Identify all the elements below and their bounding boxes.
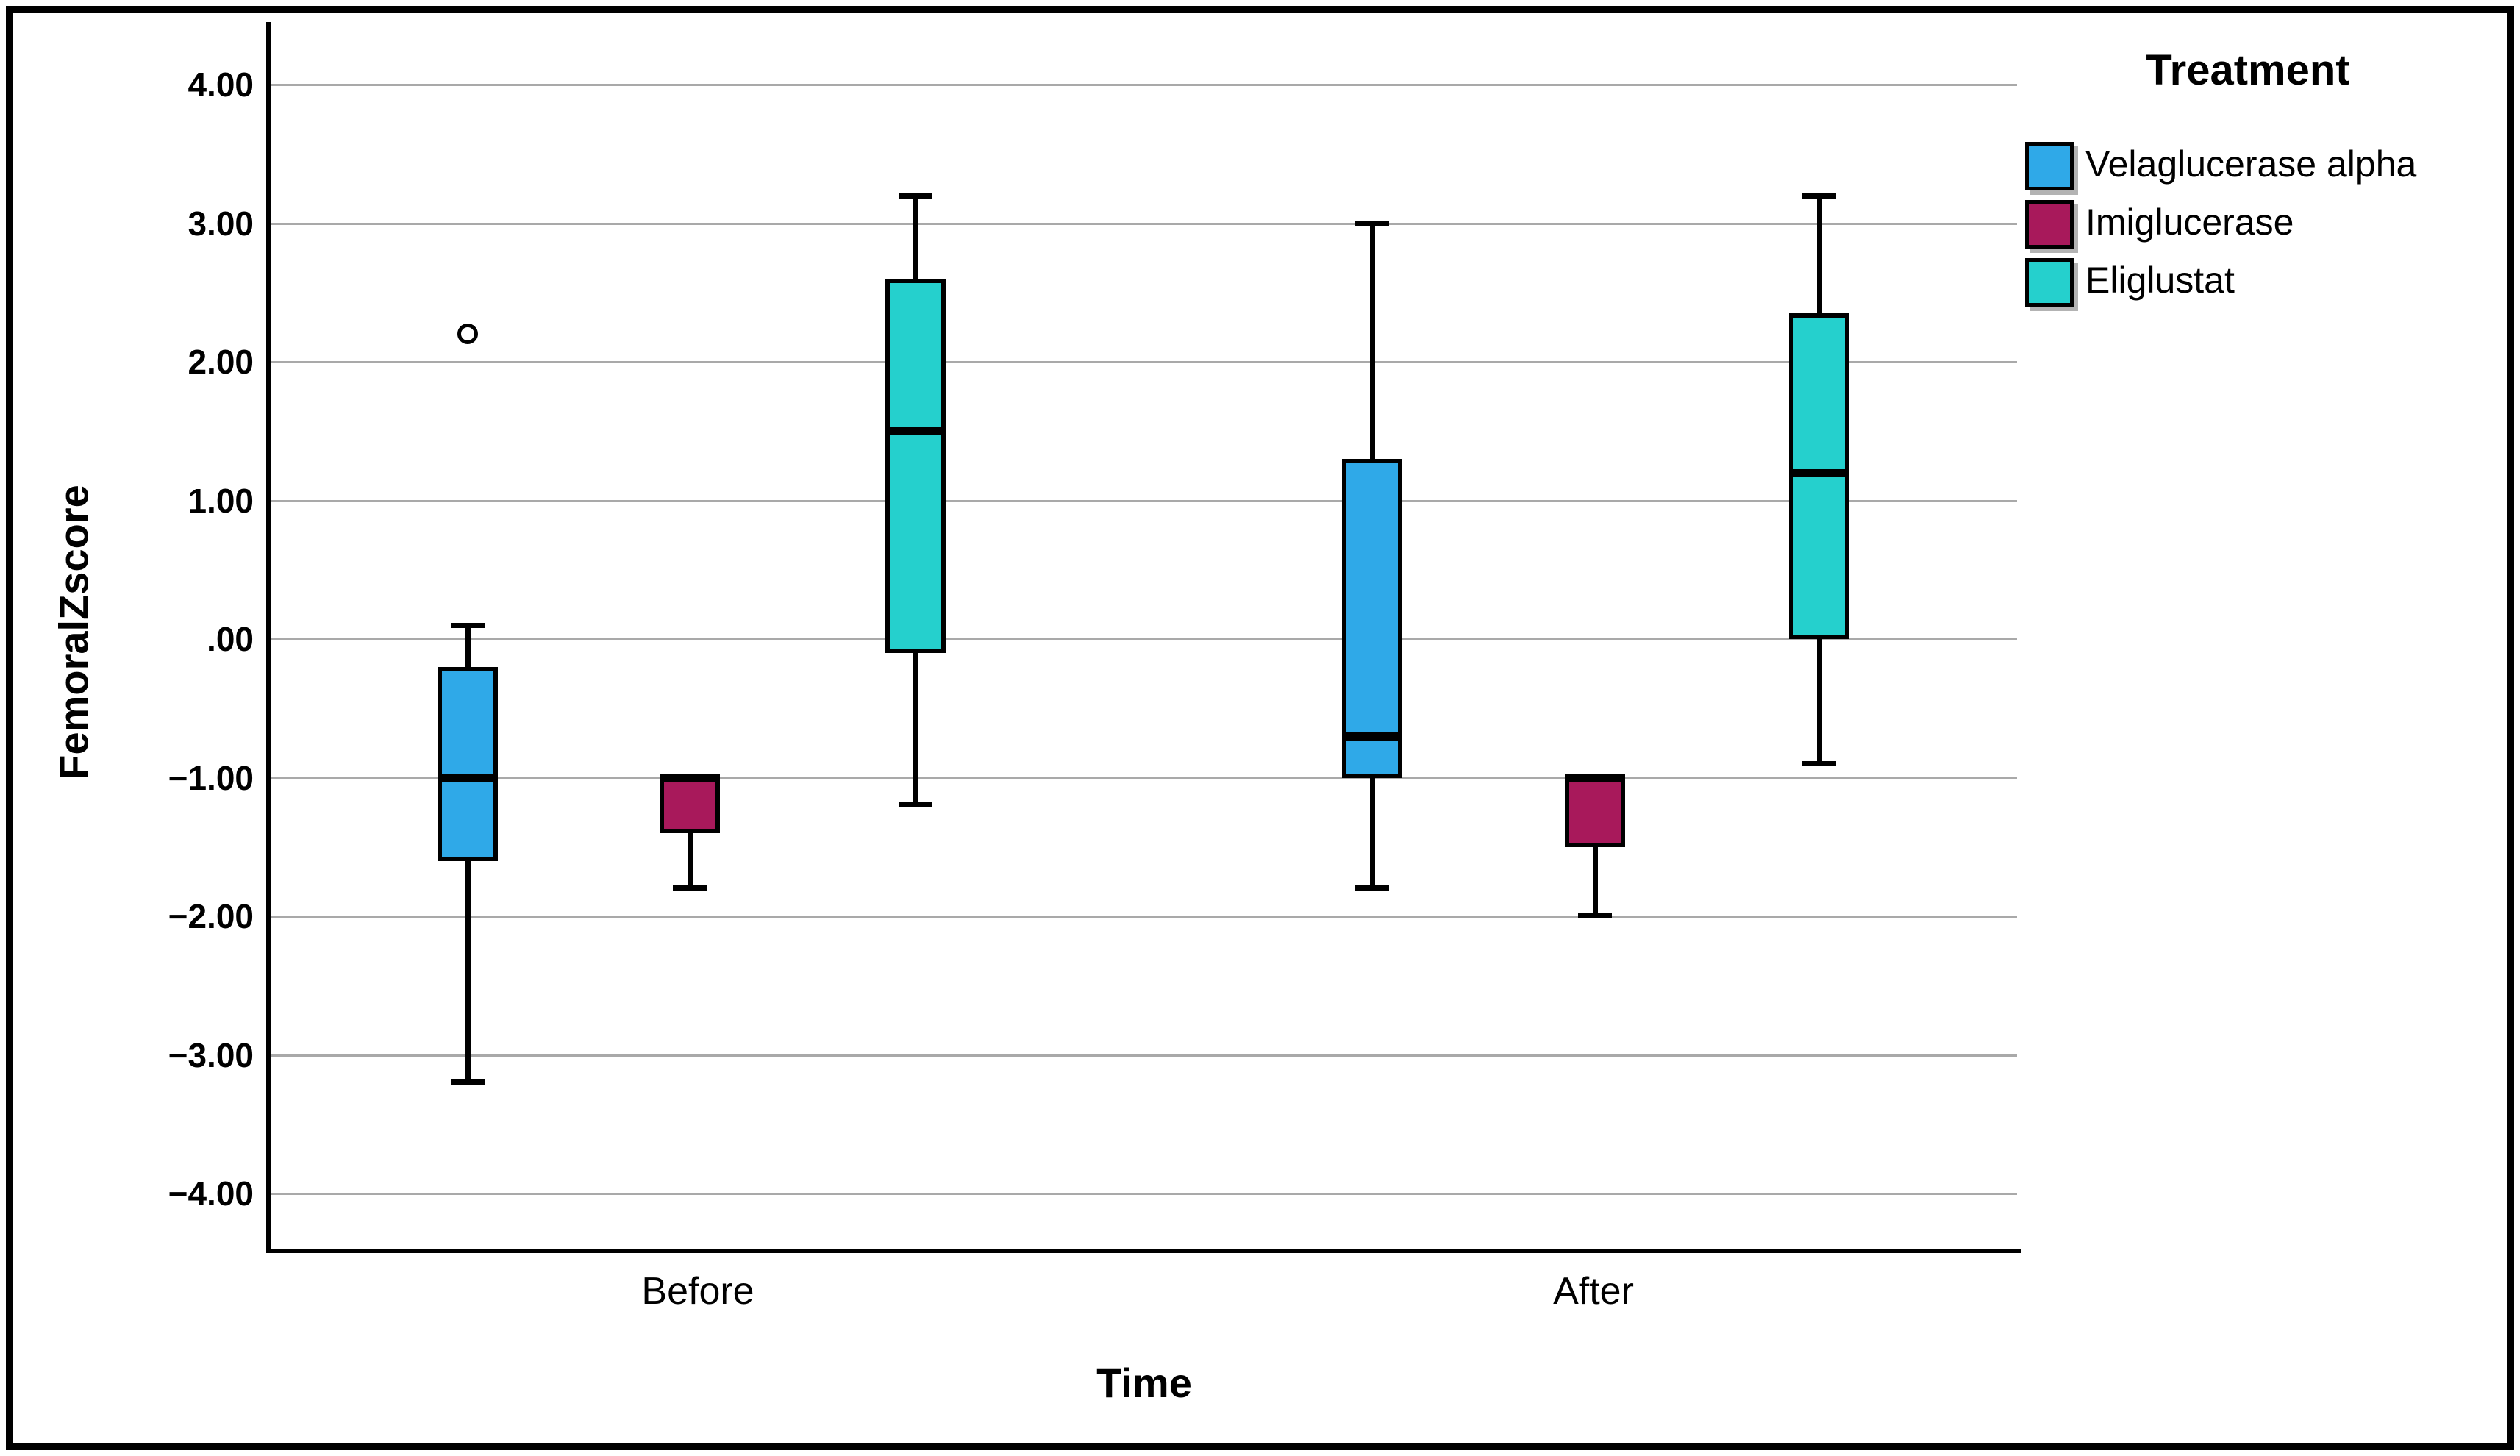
y-axis-line [266, 22, 271, 1253]
whisker-cap [1802, 193, 1836, 199]
whisker-cap [451, 623, 485, 628]
y-tick-label: 1.00 [188, 482, 254, 520]
y-tick-label: −2.00 [168, 897, 254, 935]
category-label-after: After [1553, 1270, 1634, 1313]
median-line [885, 427, 946, 435]
legend-swatch [2025, 258, 2074, 307]
median-line [1342, 732, 1402, 741]
median-line [438, 774, 498, 782]
legend-label: Eliglustat [2085, 260, 2235, 301]
y-tick-label: 2.00 [188, 343, 254, 381]
gridline [271, 84, 2017, 86]
whisker [465, 861, 471, 1082]
whisker [913, 196, 918, 279]
whisker-cap [1355, 221, 1389, 226]
gridline [271, 1054, 2017, 1057]
legend-label: Velaglucerase alpha [2085, 143, 2417, 185]
y-tick-label: −3.00 [168, 1036, 254, 1074]
median-line [660, 774, 720, 782]
box-before-eliglustat [885, 279, 946, 653]
gridline [271, 638, 2017, 640]
box-before-imiglucerase [660, 778, 720, 833]
whisker [1370, 778, 1375, 888]
gridline [271, 500, 2017, 502]
whisker-cap [1578, 913, 1612, 918]
figure-border [6, 6, 2514, 1450]
whisker-cap [673, 885, 707, 891]
whisker-cap [899, 802, 932, 807]
whisker [465, 625, 471, 667]
box-after-imiglucerase [1565, 778, 1625, 847]
whisker-cap [1355, 885, 1389, 891]
category-label-before: Before [641, 1270, 754, 1313]
legend-title: Treatment [2146, 46, 2350, 94]
whisker [1817, 639, 1822, 764]
y-tick-label: .00 [207, 620, 254, 658]
gridline [271, 223, 2017, 225]
median-line [1789, 469, 1849, 477]
gridline [271, 777, 2017, 779]
whisker [913, 653, 918, 805]
legend-swatch [2025, 142, 2074, 190]
gridline [271, 361, 2017, 363]
legend-swatch [2025, 200, 2074, 249]
y-tick-label: 4.00 [188, 65, 254, 104]
x-axis-line [266, 1249, 2021, 1253]
whisker-cap [899, 193, 932, 199]
median-line [1565, 774, 1625, 782]
whisker [688, 833, 693, 888]
box-after-velaglucerase-alpha [1342, 459, 1402, 778]
box-before-velaglucerase-alpha [438, 667, 498, 861]
x-axis-title: Time [1096, 1360, 1192, 1406]
whisker [1370, 224, 1375, 459]
whisker-cap [451, 1079, 485, 1085]
gridline [271, 1193, 2017, 1195]
y-tick-label: 3.00 [188, 204, 254, 243]
gridline [271, 916, 2017, 918]
whisker-cap [1802, 761, 1836, 766]
whisker [1817, 196, 1822, 313]
y-tick-label: −1.00 [168, 759, 254, 797]
outlier-point [457, 324, 478, 344]
whisker [1593, 847, 1598, 916]
y-tick-label: −4.00 [168, 1174, 254, 1213]
legend-label: Imiglucerase [2085, 201, 2294, 243]
